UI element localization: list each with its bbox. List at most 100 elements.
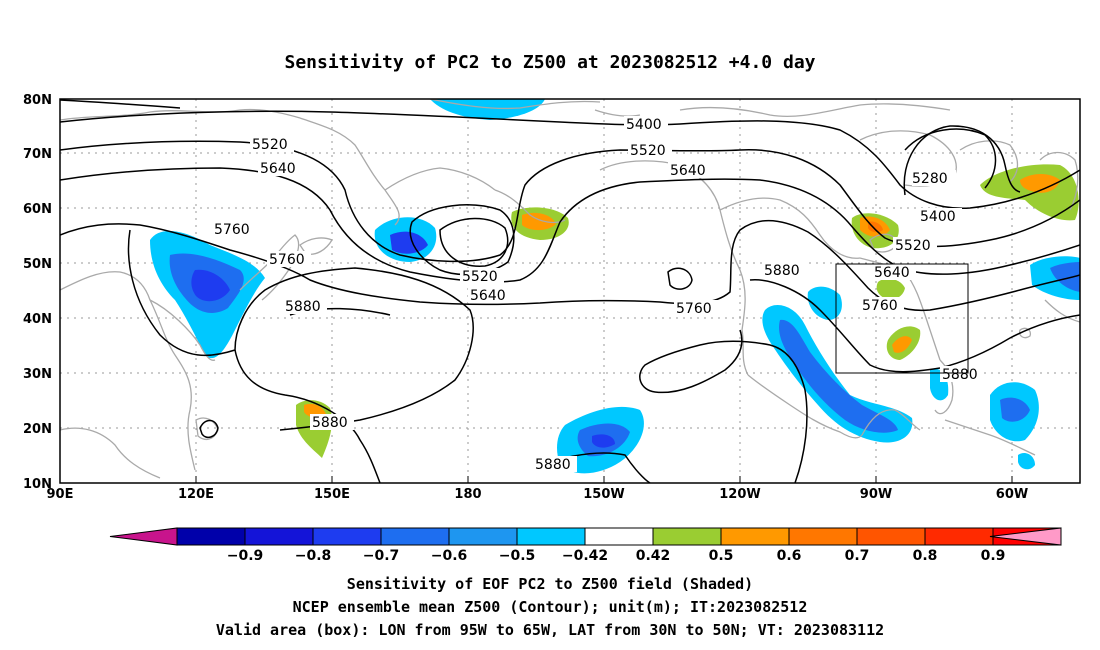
colorbar-tick-label: 0.42 xyxy=(636,548,671,564)
colorbar-swatch xyxy=(312,527,382,546)
valid-area-box xyxy=(835,263,969,374)
shade-neg-kamchatka-core xyxy=(390,231,428,254)
contour-label: 5640 xyxy=(874,265,910,281)
colorbar-swatch xyxy=(652,527,722,546)
contour-labels: 5400 5280 5520 5640 5760 5760 5880 5520 … xyxy=(212,116,984,473)
lat-tick-label: 50N xyxy=(23,257,52,272)
caption-line-3: Valid area (box): LON from 95W to 65W, L… xyxy=(216,621,884,639)
colorbar-swatch xyxy=(720,527,790,546)
figure-title: Sensitivity of PC2 to Z500 at 2023082512… xyxy=(284,52,815,73)
contour-5880 xyxy=(127,229,474,431)
colorbar-tick-label: −0.9 xyxy=(227,548,264,564)
shade-neg-cpac-inner xyxy=(592,434,615,448)
contour-label: 5400 xyxy=(626,117,662,133)
shade-neg-westus xyxy=(807,286,842,320)
lat-tick-label: 10N xyxy=(23,477,52,492)
contour-label: 5520 xyxy=(462,269,498,285)
colorbar-high-extension xyxy=(989,527,1062,546)
lat-tick-label: 40N xyxy=(23,312,52,327)
colorbar-swatch xyxy=(924,527,994,546)
contour-5880-c xyxy=(234,349,381,483)
colorbar-tick-label: 0.9 xyxy=(981,548,1006,564)
caption-line-1: Sensitivity of EOF PC2 to Z500 field (Sh… xyxy=(347,575,753,593)
shade-pos-atlantic-north-core xyxy=(1020,174,1060,193)
contour-5760 xyxy=(60,219,1080,312)
colorbar: −0.9 −0.8 −0.7 −0.6 −0.5 −0.42 0.42 0.5 0.6 0.7 0.… xyxy=(109,527,1062,564)
colorbar-tick-label: −0.8 xyxy=(295,548,332,564)
contour-label: 5520 xyxy=(252,137,288,153)
contour-label: 5640 xyxy=(260,161,296,177)
colorbar-swatch xyxy=(176,527,246,546)
lon-tick-label: 90E xyxy=(47,487,74,502)
colorbar-low-extension xyxy=(109,527,178,546)
colorbar-swatch xyxy=(788,527,858,546)
contour-label: 5520 xyxy=(895,238,931,254)
lat-tick-label: 80N xyxy=(23,93,52,108)
colorbar-tick-label: −0.5 xyxy=(499,548,536,564)
colorbar-tick-label: 0.5 xyxy=(709,548,734,564)
contour-5760-ring xyxy=(667,267,693,290)
shade-neg-eastedge-core xyxy=(1050,262,1080,292)
contour-label: 5760 xyxy=(862,298,898,314)
colorbar-tick-label: 0.6 xyxy=(777,548,802,564)
colorbar-tick-label: −0.7 xyxy=(363,548,400,564)
colorbar-swatch xyxy=(856,527,926,546)
colorbar-swatch xyxy=(516,527,586,546)
contour-label: 5880 xyxy=(285,299,321,315)
colorbar-swatch xyxy=(380,527,450,546)
colorbar-tick-label: 0.8 xyxy=(913,548,938,564)
lat-tick-label: 70N xyxy=(23,147,52,162)
contour-5520-ring xyxy=(409,204,515,276)
lon-tick-label: 120W xyxy=(719,487,760,502)
contour-5400b xyxy=(60,99,181,109)
contour-label: 5880 xyxy=(535,457,571,473)
contour-5880-f xyxy=(749,279,1080,373)
shade-pos-carolina-core xyxy=(892,336,912,353)
contour-label: 5400 xyxy=(920,209,956,225)
contour-label: 5760 xyxy=(269,252,305,268)
contour-label: 5880 xyxy=(942,367,978,383)
colorbar-tick-label: 0.7 xyxy=(845,548,870,564)
sensitivity-shading xyxy=(150,99,1080,474)
contour-label: 5640 xyxy=(470,288,506,304)
contour-label: 5520 xyxy=(630,143,666,159)
lon-tick-label: 60W xyxy=(996,487,1028,502)
shade-neg-eastasia-inner xyxy=(191,269,230,302)
colorbar-swatch xyxy=(244,527,314,546)
lon-tick-label: 120E xyxy=(178,487,214,502)
lon-labels: 90E 120E 150E 180 150W 120W 90W 60W xyxy=(47,487,1029,502)
lon-tick-label: 150E xyxy=(314,487,350,502)
lat-tick-label: 20N xyxy=(23,422,52,437)
map-frame xyxy=(59,98,1081,484)
contour-5640-ring xyxy=(439,217,509,267)
contour-5880-e xyxy=(639,329,808,483)
shade-pos-bering-core xyxy=(522,212,556,231)
colorbar-swatch xyxy=(584,527,654,546)
lon-tick-label: 150W xyxy=(583,487,624,502)
lon-tick-label: 90W xyxy=(860,487,892,502)
caption-line-2: NCEP ensemble mean Z500 (Contour); unit(… xyxy=(293,598,808,616)
map-panel: 5400 5280 5520 5640 5760 5760 5880 5520 … xyxy=(23,93,1081,502)
lon-tick-label: 180 xyxy=(454,487,481,502)
lat-tick-label: 30N xyxy=(23,367,52,382)
lat-tick-label: 60N xyxy=(23,202,52,217)
axis-ticks xyxy=(59,476,1013,483)
shade-pos-hudson-inner xyxy=(868,221,883,233)
contour-5280 xyxy=(903,125,1021,196)
contour-5880-small xyxy=(199,419,219,439)
contour-label: 5760 xyxy=(214,222,250,238)
lat-labels: 80N 70N 60N 50N 40N 30N 20N 10N xyxy=(23,93,52,492)
shade-neg-yucatan xyxy=(1018,453,1035,470)
shade-neg-mexico-core xyxy=(779,319,898,433)
shade-pos-eastus xyxy=(876,278,905,300)
contour-label: 5880 xyxy=(764,263,800,279)
contour-label: 5640 xyxy=(670,163,706,179)
contour-label: 5280 xyxy=(912,171,948,187)
colorbar-tick-label: −0.42 xyxy=(562,548,608,564)
contour-label: 5760 xyxy=(676,301,712,317)
colorbar-swatch xyxy=(448,527,518,546)
colorbar-tick-label: −0.6 xyxy=(431,548,468,564)
shade-neg-atlantic-core xyxy=(1000,397,1030,422)
contour-label: 5880 xyxy=(312,415,348,431)
